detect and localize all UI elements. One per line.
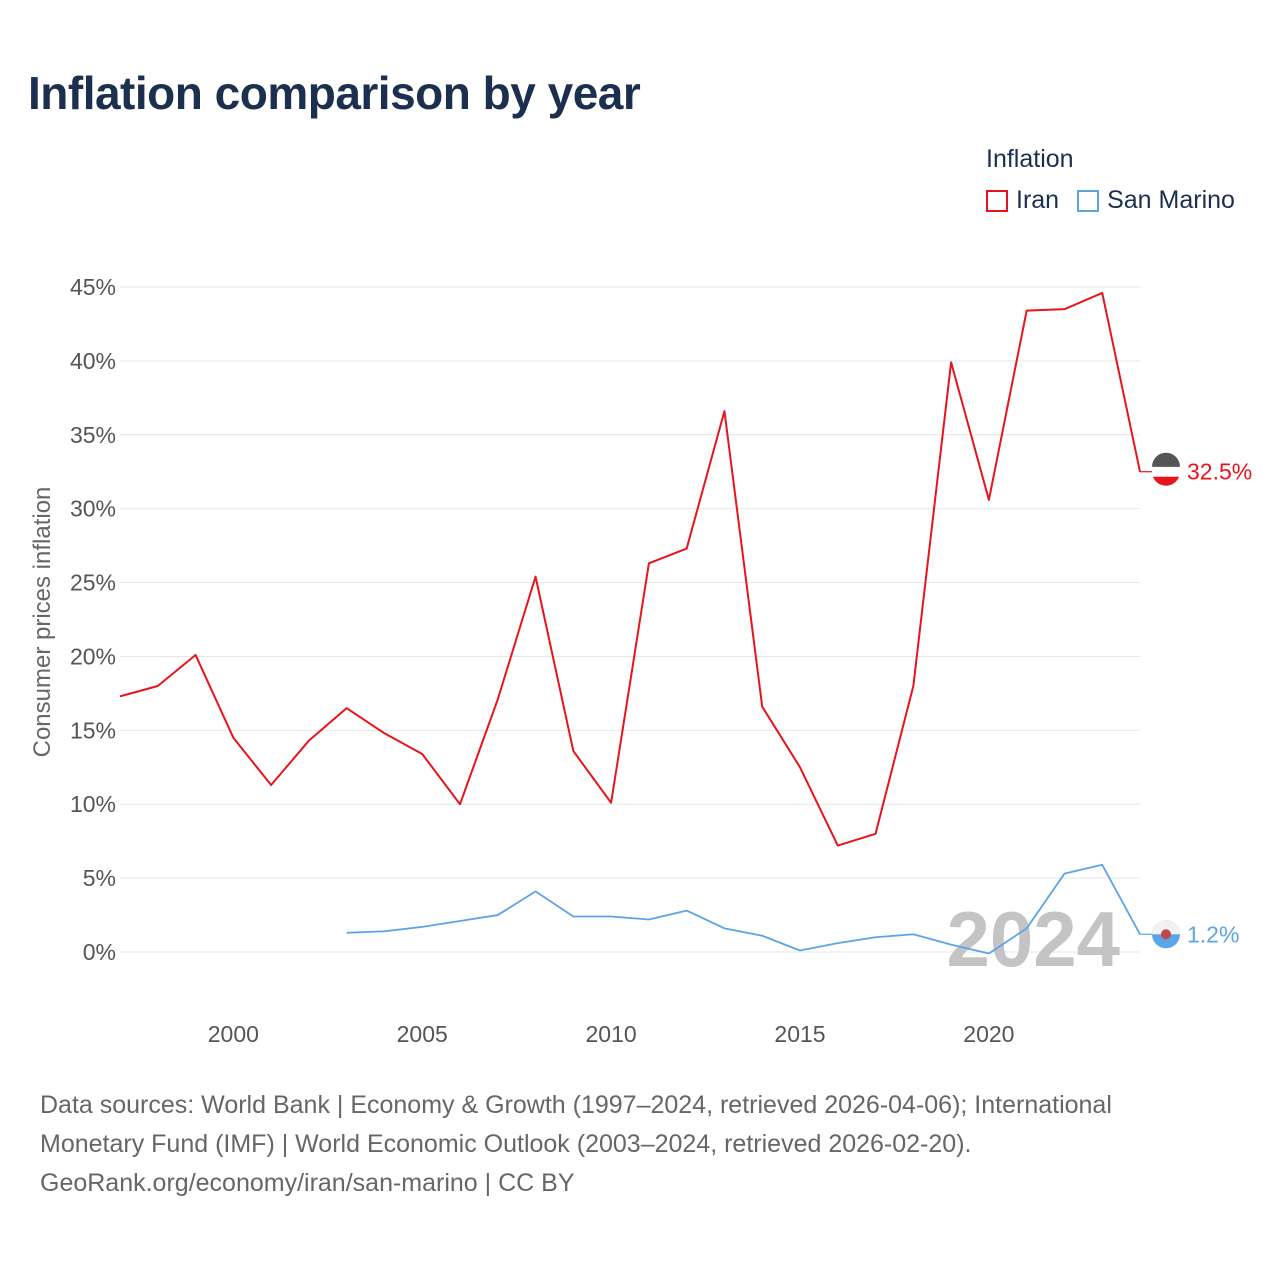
- legend-swatch-san-marino: [1077, 189, 1100, 212]
- data-point-san-marino[interactable]: [606, 912, 616, 922]
- y-tick-label: 20%: [70, 643, 116, 669]
- line-chart: 0% 5% 10% 15% 20% 25% 30% 35% 40% 45% 2000 2005 201…: [29, 274, 1252, 1047]
- legend-item-iran[interactable]: Iran: [986, 186, 1059, 215]
- data-point-iran[interactable]: [531, 572, 541, 582]
- x-axis-ticks: 2000 2005 2010 2015 2020: [208, 1021, 1015, 1047]
- y-tick-label: 45%: [70, 274, 116, 300]
- data-point-san-marino[interactable]: [1059, 869, 1069, 879]
- data-point-iran[interactable]: [1022, 306, 1032, 316]
- data-point-san-marino[interactable]: [795, 946, 805, 956]
- data-point-iran[interactable]: [568, 746, 578, 756]
- end-markers: 32.5% 1.2%: [1140, 452, 1252, 949]
- legend-item-san-marino[interactable]: San Marino: [1077, 186, 1235, 215]
- y-tick-label: 40%: [70, 348, 116, 374]
- end-value-label-san-marino: 1.2%: [1187, 921, 1239, 947]
- data-point-san-marino[interactable]: [757, 931, 767, 941]
- data-point-san-marino[interactable]: [833, 938, 843, 948]
- data-point-san-marino[interactable]: [946, 940, 956, 950]
- flag-top: [1152, 452, 1181, 467]
- data-point-iran[interactable]: [379, 728, 389, 738]
- data-point-san-marino[interactable]: [871, 932, 881, 942]
- footer: Data sources: World Bank | Economy & Gro…: [40, 1086, 1220, 1203]
- data-point-san-marino[interactable]: [417, 922, 427, 932]
- data-point-iran[interactable]: [153, 681, 163, 691]
- data-point-iran[interactable]: [908, 681, 918, 691]
- series-line-iran[interactable]: [119, 291, 1141, 847]
- x-tick-label: 2005: [397, 1021, 448, 1047]
- x-tick-label: 2000: [208, 1021, 259, 1047]
- y-tick-label: 10%: [70, 791, 116, 817]
- y-tick-label: 25%: [70, 570, 116, 596]
- data-point-iran[interactable]: [228, 733, 238, 743]
- end-value-label-iran: 32.5%: [1187, 459, 1252, 485]
- data-point-iran[interactable]: [757, 702, 767, 712]
- flag-emblem: [1161, 929, 1171, 940]
- data-point-iran[interactable]: [455, 799, 465, 809]
- series-line-san-marino[interactable]: [346, 863, 1141, 955]
- legend-label-san-marino: San Marino: [1107, 186, 1235, 214]
- x-tick-label: 2020: [963, 1021, 1014, 1047]
- data-point-iran[interactable]: [342, 703, 352, 713]
- x-tick-label: 2015: [774, 1021, 825, 1047]
- data-point-iran[interactable]: [871, 829, 881, 839]
- data-point-san-marino[interactable]: [984, 948, 994, 958]
- data-point-iran[interactable]: [795, 762, 805, 772]
- data-point-san-marino[interactable]: [568, 912, 578, 922]
- legend-title: Inflation: [986, 145, 1074, 173]
- x-tick-label: 2010: [586, 1021, 637, 1047]
- current-year-watermark: 2024: [946, 895, 1120, 983]
- data-point-san-marino[interactable]: [908, 929, 918, 939]
- data-point-iran[interactable]: [493, 694, 503, 704]
- legend: Iran San Marino: [986, 186, 1253, 215]
- data-point-iran[interactable]: [644, 558, 654, 568]
- y-axis-ticks: 0% 5% 10% 15% 20% 25% 30% 35% 40% 45%: [70, 274, 116, 965]
- flag-top: [1152, 920, 1181, 935]
- footer-link[interactable]: GeoRank.org/economy/iran/san-marino | CC…: [40, 1169, 575, 1197]
- data-point-iran[interactable]: [984, 495, 994, 505]
- data-point-san-marino[interactable]: [719, 923, 729, 933]
- data-point-san-marino[interactable]: [493, 910, 503, 920]
- series-lines: [115, 288, 1141, 958]
- data-point-iran[interactable]: [682, 544, 692, 554]
- data-point-iran[interactable]: [946, 357, 956, 367]
- data-point-san-marino[interactable]: [644, 914, 654, 924]
- legend-label-iran: Iran: [1016, 186, 1060, 214]
- y-tick-label: 0%: [83, 939, 116, 965]
- data-point-san-marino[interactable]: [531, 886, 541, 896]
- data-point-san-marino[interactable]: [1097, 860, 1107, 870]
- gridlines: [120, 286, 1140, 953]
- data-point-iran[interactable]: [606, 798, 616, 808]
- y-tick-label: 15%: [70, 717, 116, 743]
- data-point-iran[interactable]: [304, 736, 314, 746]
- data-point-iran[interactable]: [191, 650, 201, 660]
- data-point-iran[interactable]: [833, 841, 843, 851]
- data-point-san-marino[interactable]: [682, 906, 692, 916]
- data-point-iran[interactable]: [266, 780, 276, 790]
- y-tick-label: 35%: [70, 422, 116, 448]
- y-axis-label: Consumer prices inflation: [29, 487, 56, 758]
- data-point-iran[interactable]: [1097, 288, 1107, 298]
- flag-stripe: [1152, 466, 1180, 477]
- y-tick-label: 5%: [83, 865, 116, 891]
- data-point-san-marino[interactable]: [379, 926, 389, 936]
- data-point-iran[interactable]: [417, 749, 427, 759]
- chart-title: Inflation comparison by year: [28, 67, 641, 119]
- data-point-san-marino[interactable]: [1022, 923, 1032, 933]
- data-point-san-marino[interactable]: [455, 916, 465, 926]
- y-tick-label: 30%: [70, 496, 116, 522]
- data-point-iran[interactable]: [115, 691, 125, 701]
- data-point-iran[interactable]: [1059, 304, 1069, 314]
- footer-sources: Data sources: World Bank | Economy & Gro…: [40, 1091, 1112, 1158]
- data-point-iran[interactable]: [719, 406, 729, 416]
- legend-swatch-iran: [986, 189, 1008, 212]
- data-point-san-marino[interactable]: [342, 928, 352, 938]
